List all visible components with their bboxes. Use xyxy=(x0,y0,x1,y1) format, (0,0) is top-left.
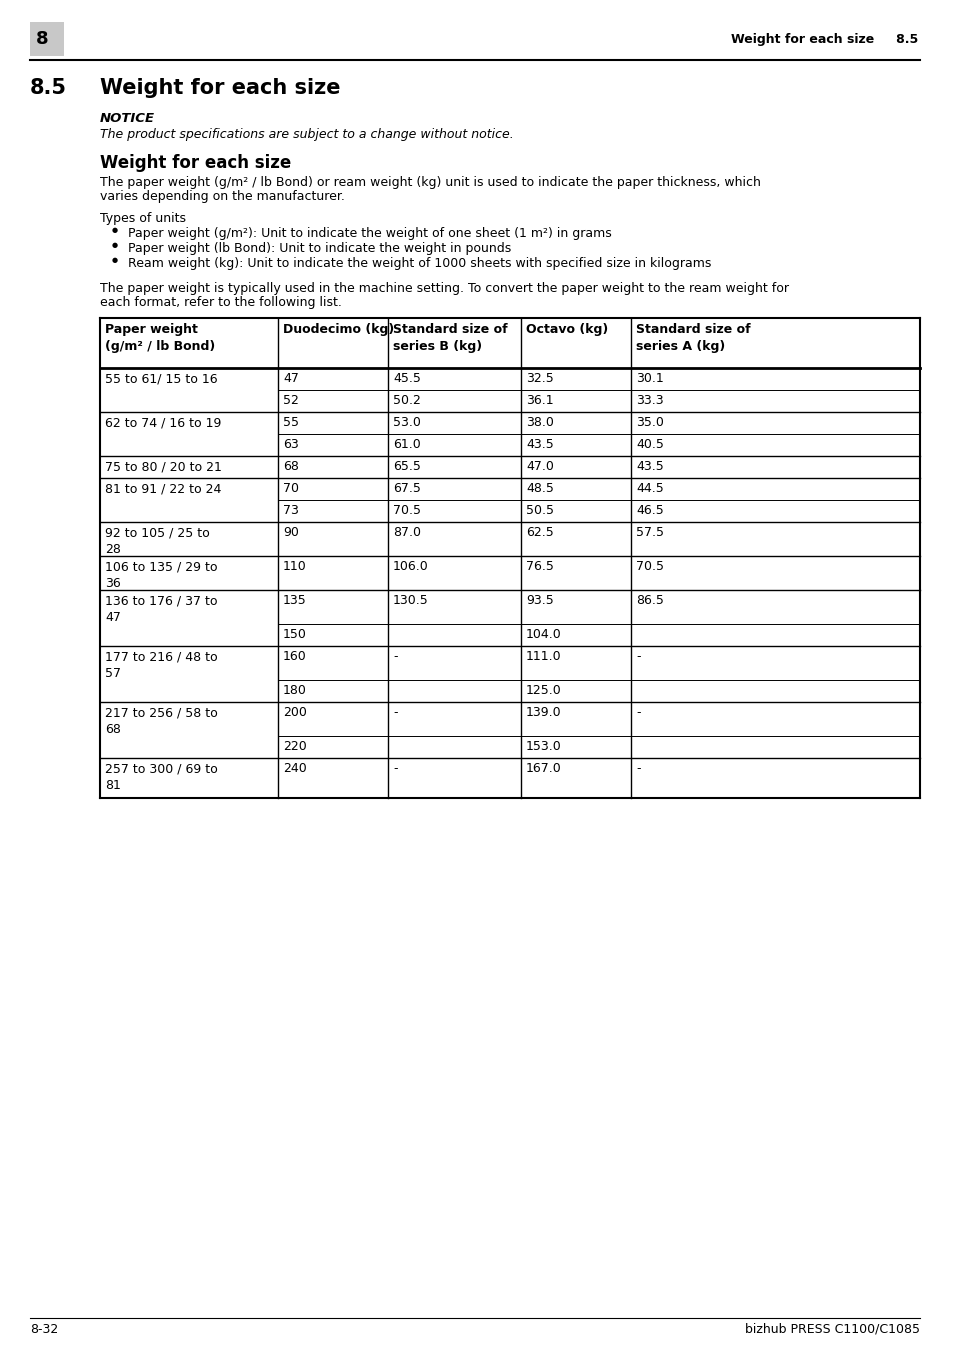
Text: 81 to 91 / 22 to 24: 81 to 91 / 22 to 24 xyxy=(105,482,221,494)
Text: 68: 68 xyxy=(283,459,298,473)
Text: 150: 150 xyxy=(283,628,307,640)
Text: 87.0: 87.0 xyxy=(393,526,420,539)
Text: The product specifications are subject to a change without notice.: The product specifications are subject t… xyxy=(100,128,514,141)
Text: The paper weight is typically used in the machine setting. To convert the paper : The paper weight is typically used in th… xyxy=(100,282,788,295)
Text: 90: 90 xyxy=(283,526,298,539)
Text: 36.1: 36.1 xyxy=(525,394,553,407)
Text: 30.1: 30.1 xyxy=(636,372,663,385)
Text: 177 to 216 / 48 to
57: 177 to 216 / 48 to 57 xyxy=(105,650,217,680)
Text: 55 to 61/ 15 to 16: 55 to 61/ 15 to 16 xyxy=(105,372,217,385)
Text: -: - xyxy=(393,762,397,775)
Text: 167.0: 167.0 xyxy=(525,762,561,775)
Text: 180: 180 xyxy=(283,684,307,697)
Text: 47: 47 xyxy=(283,372,298,385)
Text: Weight for each size     8.5: Weight for each size 8.5 xyxy=(730,32,917,46)
Text: 8.5: 8.5 xyxy=(30,78,67,99)
Text: ●: ● xyxy=(112,242,118,249)
Text: 76.5: 76.5 xyxy=(525,561,554,573)
Text: 106 to 135 / 29 to
36: 106 to 135 / 29 to 36 xyxy=(105,561,217,590)
Text: 62 to 74 / 16 to 19: 62 to 74 / 16 to 19 xyxy=(105,416,221,430)
Text: Duodecimo (kg): Duodecimo (kg) xyxy=(283,323,394,336)
Text: 33.3: 33.3 xyxy=(636,394,663,407)
Text: 125.0: 125.0 xyxy=(525,684,561,697)
Text: -: - xyxy=(636,650,639,663)
Text: 135: 135 xyxy=(283,594,307,607)
Text: 40.5: 40.5 xyxy=(636,438,663,451)
Text: NOTICE: NOTICE xyxy=(100,112,154,126)
Text: 106.0: 106.0 xyxy=(393,561,428,573)
Text: 86.5: 86.5 xyxy=(636,594,663,607)
Text: Ream weight (kg): Unit to indicate the weight of 1000 sheets with specified size: Ream weight (kg): Unit to indicate the w… xyxy=(128,257,711,270)
Text: 62.5: 62.5 xyxy=(525,526,553,539)
Text: 43.5: 43.5 xyxy=(636,459,663,473)
Text: 75 to 80 / 20 to 21: 75 to 80 / 20 to 21 xyxy=(105,459,222,473)
Text: each format, refer to the following list.: each format, refer to the following list… xyxy=(100,296,341,309)
Text: 50.5: 50.5 xyxy=(525,504,554,517)
Text: Octavo (kg): Octavo (kg) xyxy=(525,323,608,336)
Text: 8-32: 8-32 xyxy=(30,1323,58,1336)
Text: 257 to 300 / 69 to
81: 257 to 300 / 69 to 81 xyxy=(105,762,217,792)
Text: 73: 73 xyxy=(283,504,298,517)
Text: Paper weight
(g/m² / lb Bond): Paper weight (g/m² / lb Bond) xyxy=(105,323,215,353)
Text: 70: 70 xyxy=(283,482,298,494)
Text: Standard size of
series A (kg): Standard size of series A (kg) xyxy=(636,323,750,353)
Text: 136 to 176 / 37 to
47: 136 to 176 / 37 to 47 xyxy=(105,594,217,624)
Text: -: - xyxy=(636,762,639,775)
Text: 220: 220 xyxy=(283,740,307,753)
Text: 217 to 256 / 58 to
68: 217 to 256 / 58 to 68 xyxy=(105,707,217,736)
Text: The paper weight (g/m² / lb Bond) or ream weight (kg) unit is used to indicate t: The paper weight (g/m² / lb Bond) or rea… xyxy=(100,176,760,189)
Text: varies depending on the manufacturer.: varies depending on the manufacturer. xyxy=(100,190,345,203)
Text: 139.0: 139.0 xyxy=(525,707,561,719)
Text: 130.5: 130.5 xyxy=(393,594,428,607)
Text: 35.0: 35.0 xyxy=(636,416,663,430)
Text: 45.5: 45.5 xyxy=(393,372,420,385)
Text: Weight for each size: Weight for each size xyxy=(100,78,340,99)
Text: 63: 63 xyxy=(283,438,298,451)
Text: 57.5: 57.5 xyxy=(636,526,663,539)
Text: Weight for each size: Weight for each size xyxy=(100,154,291,172)
Text: 70.5: 70.5 xyxy=(393,504,420,517)
Text: 92 to 105 / 25 to
28: 92 to 105 / 25 to 28 xyxy=(105,526,210,557)
Text: 110: 110 xyxy=(283,561,307,573)
Text: Standard size of
series B (kg): Standard size of series B (kg) xyxy=(393,323,507,353)
Text: -: - xyxy=(393,650,397,663)
Text: 160: 160 xyxy=(283,650,307,663)
Text: 67.5: 67.5 xyxy=(393,482,420,494)
Text: ●: ● xyxy=(112,257,118,263)
Text: 46.5: 46.5 xyxy=(636,504,663,517)
Text: Paper weight (g/m²): Unit to indicate the weight of one sheet (1 m²) in grams: Paper weight (g/m²): Unit to indicate th… xyxy=(128,227,611,240)
Text: 104.0: 104.0 xyxy=(525,628,561,640)
Text: 65.5: 65.5 xyxy=(393,459,420,473)
Text: 52: 52 xyxy=(283,394,298,407)
Text: 8: 8 xyxy=(36,30,49,49)
Text: 32.5: 32.5 xyxy=(525,372,553,385)
Text: ●: ● xyxy=(112,227,118,232)
Text: 38.0: 38.0 xyxy=(525,416,554,430)
Text: 93.5: 93.5 xyxy=(525,594,553,607)
Text: 44.5: 44.5 xyxy=(636,482,663,494)
Bar xyxy=(30,22,64,55)
Text: 70.5: 70.5 xyxy=(636,561,663,573)
Text: 61.0: 61.0 xyxy=(393,438,420,451)
Text: 53.0: 53.0 xyxy=(393,416,420,430)
Text: -: - xyxy=(636,707,639,719)
Text: 200: 200 xyxy=(283,707,307,719)
Text: 111.0: 111.0 xyxy=(525,650,561,663)
Text: -: - xyxy=(393,707,397,719)
Text: 47.0: 47.0 xyxy=(525,459,554,473)
Text: 240: 240 xyxy=(283,762,307,775)
Text: bizhub PRESS C1100/C1085: bizhub PRESS C1100/C1085 xyxy=(744,1323,919,1336)
Text: Types of units: Types of units xyxy=(100,212,186,226)
Text: 43.5: 43.5 xyxy=(525,438,553,451)
Text: 50.2: 50.2 xyxy=(393,394,420,407)
Text: Paper weight (lb Bond): Unit to indicate the weight in pounds: Paper weight (lb Bond): Unit to indicate… xyxy=(128,242,511,255)
Text: 153.0: 153.0 xyxy=(525,740,561,753)
Text: 55: 55 xyxy=(283,416,298,430)
Text: 48.5: 48.5 xyxy=(525,482,554,494)
